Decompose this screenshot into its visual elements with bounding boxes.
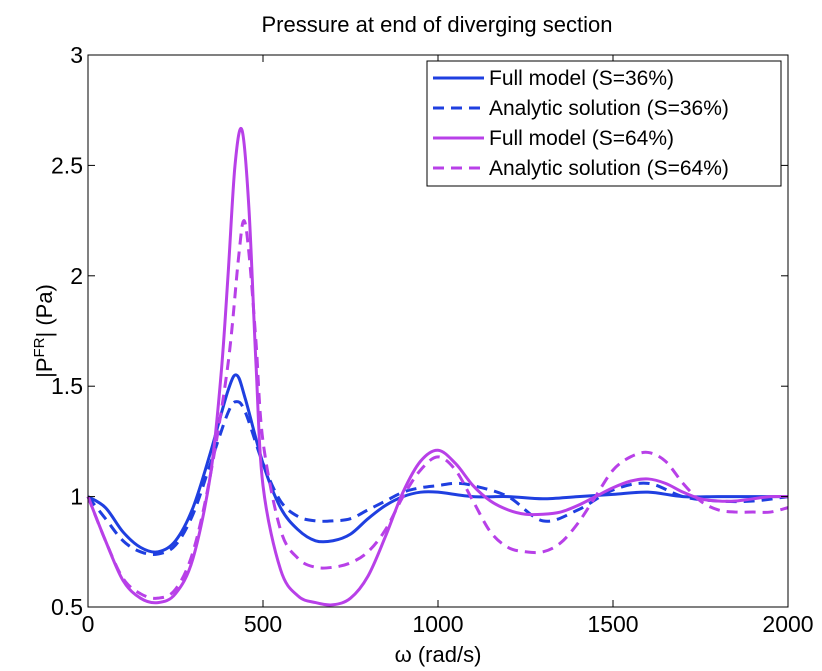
x-axis: 0 500 1000 1500 2000: [82, 55, 814, 637]
series-line-1: [87, 373, 788, 554]
y-axis-label: |PFR| (Pa): [31, 284, 57, 378]
x-tick-label: 2000: [762, 611, 813, 637]
y-axis-label-suffix: | (Pa): [32, 284, 57, 337]
y-tick-label: 3: [70, 42, 83, 68]
x-tick-label: 1000: [412, 611, 463, 637]
plot-lines: [86, 126, 789, 607]
y-tick-label: 1: [70, 484, 83, 510]
y-axis-label-superscript: FR: [31, 337, 48, 357]
chart-title: Pressure at end of diverging section: [262, 12, 613, 37]
x-tick-label: 0: [82, 611, 95, 637]
y-tick-label: 0.5: [51, 594, 83, 620]
x-tick-label: 1500: [587, 611, 638, 637]
legend-box: [426, 60, 782, 187]
y-tick-label: 2.5: [51, 152, 83, 178]
y-tick-label: 2: [70, 263, 83, 289]
y-axis: 0.5 1 1.5 2 2.5 3: [51, 42, 788, 620]
series-line-2: [86, 400, 789, 556]
series-line-4: [86, 219, 789, 600]
legend-label-4: Analytic solution (S=64%): [489, 157, 729, 180]
y-axis-label-prefix: |P: [32, 358, 57, 378]
y-tick-label: 1.5: [51, 373, 83, 399]
x-tick-label: 500: [244, 611, 282, 637]
legend-label-1: Full model (S=36%): [489, 67, 674, 90]
legend: Full model (S=36%) Analytic solution (S=3…: [426, 60, 782, 187]
series-line-3: [86, 126, 789, 607]
legend-label-2: Analytic solution (S=36%): [489, 97, 729, 120]
legend-label-3: Full model (S=64%): [489, 127, 674, 150]
x-axis-label: ω (rad/s): [395, 642, 482, 667]
